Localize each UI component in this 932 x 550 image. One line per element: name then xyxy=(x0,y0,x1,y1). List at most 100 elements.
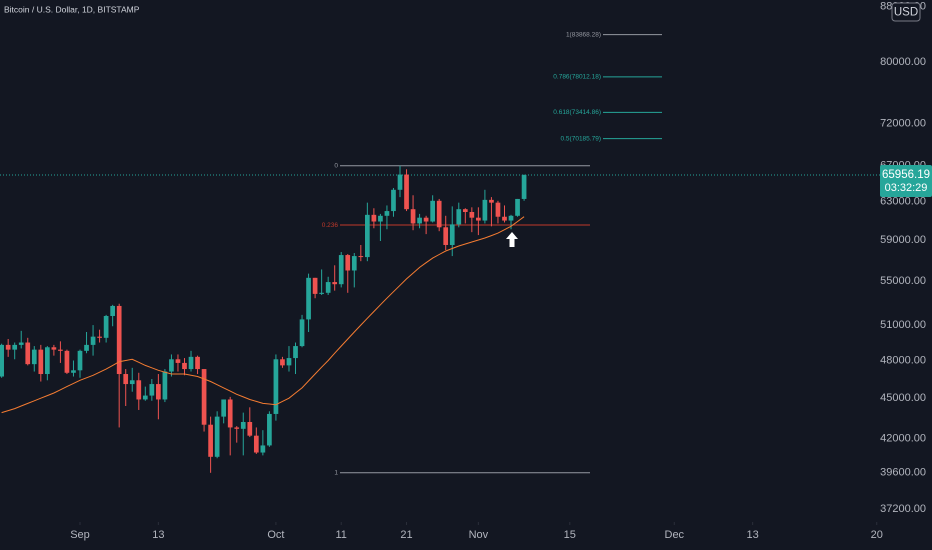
candle-body xyxy=(253,435,259,453)
candle-body xyxy=(462,209,468,213)
candle-body xyxy=(182,362,187,370)
candle-body xyxy=(358,256,364,258)
candle-body xyxy=(162,371,168,400)
y-tick-label: 39600.00 xyxy=(880,467,926,479)
candle-body xyxy=(103,316,109,338)
y-tick-label: 42000.00 xyxy=(880,432,926,444)
candle-body xyxy=(169,359,174,372)
candle-body xyxy=(410,209,416,224)
candle-body xyxy=(71,370,76,373)
candle-body xyxy=(332,282,338,285)
currency-label: USD xyxy=(894,7,918,19)
fib-label: 0.5(70185.79) xyxy=(561,135,601,142)
candle-body xyxy=(201,369,207,425)
candle-body xyxy=(489,199,494,203)
candle-body xyxy=(116,305,122,375)
candle-body xyxy=(44,347,50,375)
x-tick-label: 15 xyxy=(564,529,576,541)
price-badge-countdown: 03:32:29 xyxy=(885,182,928,194)
candle-body xyxy=(123,374,129,385)
candle-body xyxy=(64,350,70,373)
candle-body xyxy=(149,384,155,396)
candle-body xyxy=(247,422,253,436)
candle-body xyxy=(345,255,351,271)
candle-body xyxy=(77,350,83,371)
candle-body xyxy=(227,399,233,428)
candle-body xyxy=(18,342,24,345)
candle-body xyxy=(371,214,377,222)
x-tick-label: 20 xyxy=(871,529,883,541)
fib-label: 1 xyxy=(334,470,338,477)
candle-body xyxy=(136,380,142,400)
currency-badge xyxy=(891,2,921,22)
candle-body xyxy=(404,174,409,210)
candle-body xyxy=(142,395,148,400)
y-tick-label: 72000.00 xyxy=(880,118,926,130)
candle-body xyxy=(175,359,181,363)
candle-body xyxy=(0,344,4,377)
candle-body xyxy=(234,427,240,429)
candle-body xyxy=(521,174,527,199)
y-tick-label: 59000.00 xyxy=(880,234,926,246)
candle-body xyxy=(84,344,89,351)
x-tick-label: Dec xyxy=(665,529,685,541)
candle-body xyxy=(417,217,422,224)
candle-body xyxy=(325,282,331,293)
moving-average xyxy=(1,216,525,414)
candle-body xyxy=(38,349,44,375)
candle-body xyxy=(338,255,344,285)
candle-body xyxy=(51,347,57,350)
candle-body xyxy=(5,344,11,350)
candle-body xyxy=(508,215,514,221)
candle-body xyxy=(319,292,324,294)
candle-body xyxy=(449,224,455,245)
candle-body xyxy=(90,336,96,345)
x-tick-label: Nov xyxy=(469,529,489,541)
candle-body xyxy=(306,277,311,320)
candle-body xyxy=(260,445,266,453)
candle-body xyxy=(267,413,272,446)
candle-body xyxy=(456,209,462,225)
candle-body xyxy=(156,384,161,400)
candle-body xyxy=(280,359,285,366)
fib-label: 0.618(73414.86) xyxy=(553,109,601,116)
candle-body xyxy=(12,344,18,350)
candle-body xyxy=(495,202,501,217)
candle-body xyxy=(515,198,520,216)
fib-label: 1(83868.28) xyxy=(566,31,601,38)
candle-body xyxy=(364,214,370,258)
y-tick-label: 37200.00 xyxy=(880,503,926,515)
candle-body xyxy=(214,416,220,457)
candle-body xyxy=(299,319,305,347)
candle-body xyxy=(221,399,227,417)
price-badge xyxy=(880,164,932,197)
chart-title: Bitcoin / U.S. Dollar, 1D, BITSTAMP xyxy=(4,4,140,14)
candle-body xyxy=(273,359,279,414)
candle-body xyxy=(195,356,200,370)
candle-body xyxy=(436,200,442,228)
candle-body xyxy=(430,200,436,222)
x-tick-label: 21 xyxy=(400,529,412,541)
candle-body xyxy=(384,211,390,216)
arrow-annotation xyxy=(506,232,518,247)
y-tick-label: 63000.00 xyxy=(880,196,926,208)
fib-label: 0 xyxy=(334,162,338,169)
candle-body xyxy=(286,358,292,366)
candle-body xyxy=(351,256,357,271)
candle-body xyxy=(240,422,246,429)
y-tick-label: 48000.00 xyxy=(880,354,926,366)
candle-body xyxy=(482,199,488,221)
x-tick-label: Sep xyxy=(70,529,90,541)
candle-body xyxy=(397,174,403,190)
candle-body xyxy=(188,356,194,370)
candle-body xyxy=(129,380,135,385)
candle-body xyxy=(391,189,396,212)
candle-body xyxy=(423,217,429,222)
x-tick-label: 11 xyxy=(336,529,347,541)
candle-body xyxy=(208,424,213,457)
candle-body xyxy=(378,215,383,222)
candle-body xyxy=(31,349,37,365)
